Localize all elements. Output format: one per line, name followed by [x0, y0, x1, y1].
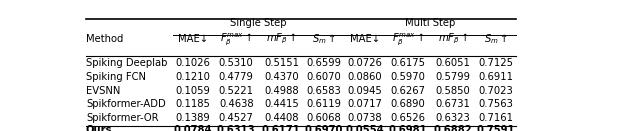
Text: 0.0784: 0.0784 [174, 125, 212, 131]
Text: 0.0717: 0.0717 [348, 99, 382, 109]
Text: EVSNN: EVSNN [86, 86, 120, 96]
Text: 0.6599: 0.6599 [307, 58, 342, 68]
Text: Method: Method [86, 34, 124, 44]
Text: MAE↓: MAE↓ [349, 34, 380, 44]
Text: 0.4779: 0.4779 [219, 72, 253, 82]
Text: 0.1026: 0.1026 [175, 58, 211, 68]
Text: $S_m\uparrow$: $S_m\uparrow$ [312, 32, 336, 46]
Text: 0.6970: 0.6970 [305, 125, 343, 131]
Text: 0.0860: 0.0860 [348, 72, 382, 82]
Text: 0.4988: 0.4988 [264, 86, 299, 96]
Text: 0.6171: 0.6171 [262, 125, 301, 131]
Text: 0.7563: 0.7563 [478, 99, 513, 109]
Text: 0.5310: 0.5310 [219, 58, 253, 68]
Text: 0.1210: 0.1210 [175, 72, 211, 82]
Text: 0.6890: 0.6890 [390, 99, 425, 109]
Text: Ours: Ours [86, 125, 113, 131]
Text: $mF_{\beta}\uparrow$: $mF_{\beta}\uparrow$ [438, 32, 468, 46]
Text: 0.1185: 0.1185 [175, 99, 211, 109]
Text: Multi Step: Multi Step [405, 18, 455, 28]
Text: 0.4527: 0.4527 [219, 113, 253, 123]
Text: 0.0554: 0.0554 [346, 125, 384, 131]
Text: 0.0738: 0.0738 [348, 113, 382, 123]
Text: 0.6981: 0.6981 [388, 125, 428, 131]
Text: 0.6583: 0.6583 [307, 86, 341, 96]
Text: $F_{\beta}^{max}\uparrow$: $F_{\beta}^{max}\uparrow$ [392, 31, 424, 47]
Text: 0.5151: 0.5151 [264, 58, 299, 68]
Text: Spiking Deeplab: Spiking Deeplab [86, 58, 167, 68]
Text: 0.7161: 0.7161 [478, 113, 513, 123]
Text: 0.6911: 0.6911 [478, 72, 513, 82]
Text: 0.6882: 0.6882 [434, 125, 472, 131]
Text: 0.5221: 0.5221 [219, 86, 253, 96]
Text: $S_m\uparrow$: $S_m\uparrow$ [484, 32, 508, 46]
Text: 0.6051: 0.6051 [436, 58, 470, 68]
Text: 0.6070: 0.6070 [307, 72, 341, 82]
Text: 0.7591: 0.7591 [476, 125, 515, 131]
Text: 0.6526: 0.6526 [390, 113, 426, 123]
Text: 0.6323: 0.6323 [436, 113, 470, 123]
Text: 0.6119: 0.6119 [307, 99, 342, 109]
Text: 0.1389: 0.1389 [176, 113, 211, 123]
Text: 0.4415: 0.4415 [264, 99, 299, 109]
Text: 0.6313: 0.6313 [217, 125, 255, 131]
Text: 0.0945: 0.0945 [348, 86, 382, 96]
Text: 0.6068: 0.6068 [307, 113, 341, 123]
Text: 0.5850: 0.5850 [436, 86, 470, 96]
Text: 0.4638: 0.4638 [219, 99, 253, 109]
Text: Spikformer-ADD: Spikformer-ADD [86, 99, 166, 109]
Text: 0.5970: 0.5970 [390, 72, 426, 82]
Text: 0.0726: 0.0726 [348, 58, 382, 68]
Text: 0.1059: 0.1059 [175, 86, 211, 96]
Text: 0.6175: 0.6175 [390, 58, 426, 68]
Text: $F_{\beta}^{max}\uparrow$: $F_{\beta}^{max}\uparrow$ [220, 31, 252, 47]
Text: 0.4408: 0.4408 [264, 113, 299, 123]
Text: 0.5799: 0.5799 [435, 72, 470, 82]
Text: $mF_{\beta}\uparrow$: $mF_{\beta}\uparrow$ [266, 32, 297, 46]
Text: Spiking FCN: Spiking FCN [86, 72, 146, 82]
Text: 0.7125: 0.7125 [478, 58, 513, 68]
Text: Single Step: Single Step [230, 18, 287, 28]
Text: MAE↓: MAE↓ [178, 34, 208, 44]
Text: 0.7023: 0.7023 [478, 86, 513, 96]
Text: Spikformer-OR: Spikformer-OR [86, 113, 159, 123]
Text: 0.6731: 0.6731 [436, 99, 470, 109]
Text: 0.6267: 0.6267 [390, 86, 426, 96]
Text: 0.4370: 0.4370 [264, 72, 299, 82]
